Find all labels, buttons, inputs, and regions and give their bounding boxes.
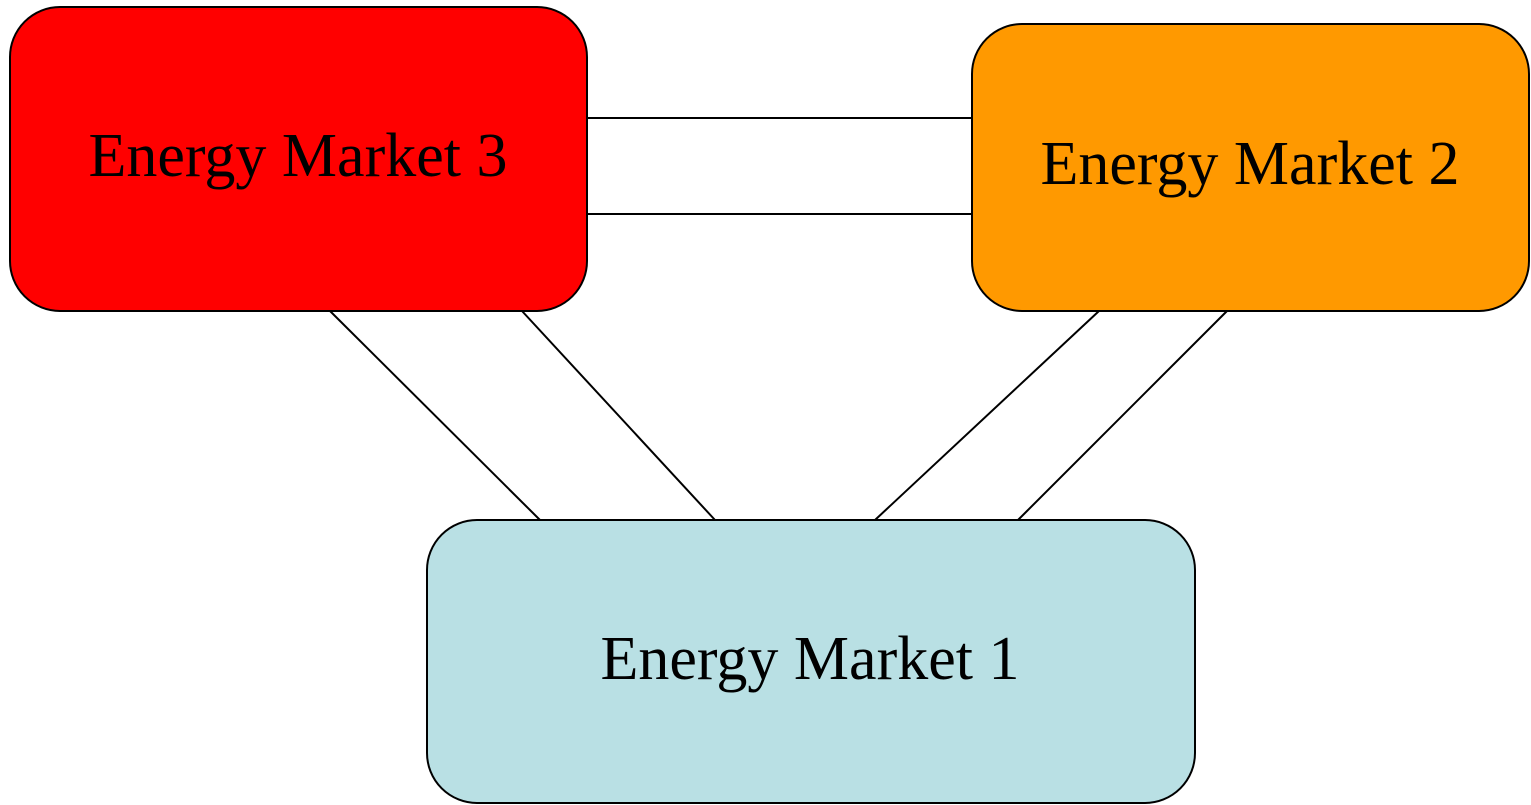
node-box <box>426 519 1196 804</box>
connector <box>329 310 541 521</box>
node-box <box>971 23 1530 312</box>
connector <box>1017 310 1228 521</box>
node-label: Energy Market 2 <box>1041 130 1460 198</box>
node-box <box>9 6 588 312</box>
connector <box>874 310 1100 521</box>
node-label: Energy Market 1 <box>601 625 1020 693</box>
node-label: Energy Market 3 <box>89 122 508 190</box>
connector <box>521 310 716 521</box>
